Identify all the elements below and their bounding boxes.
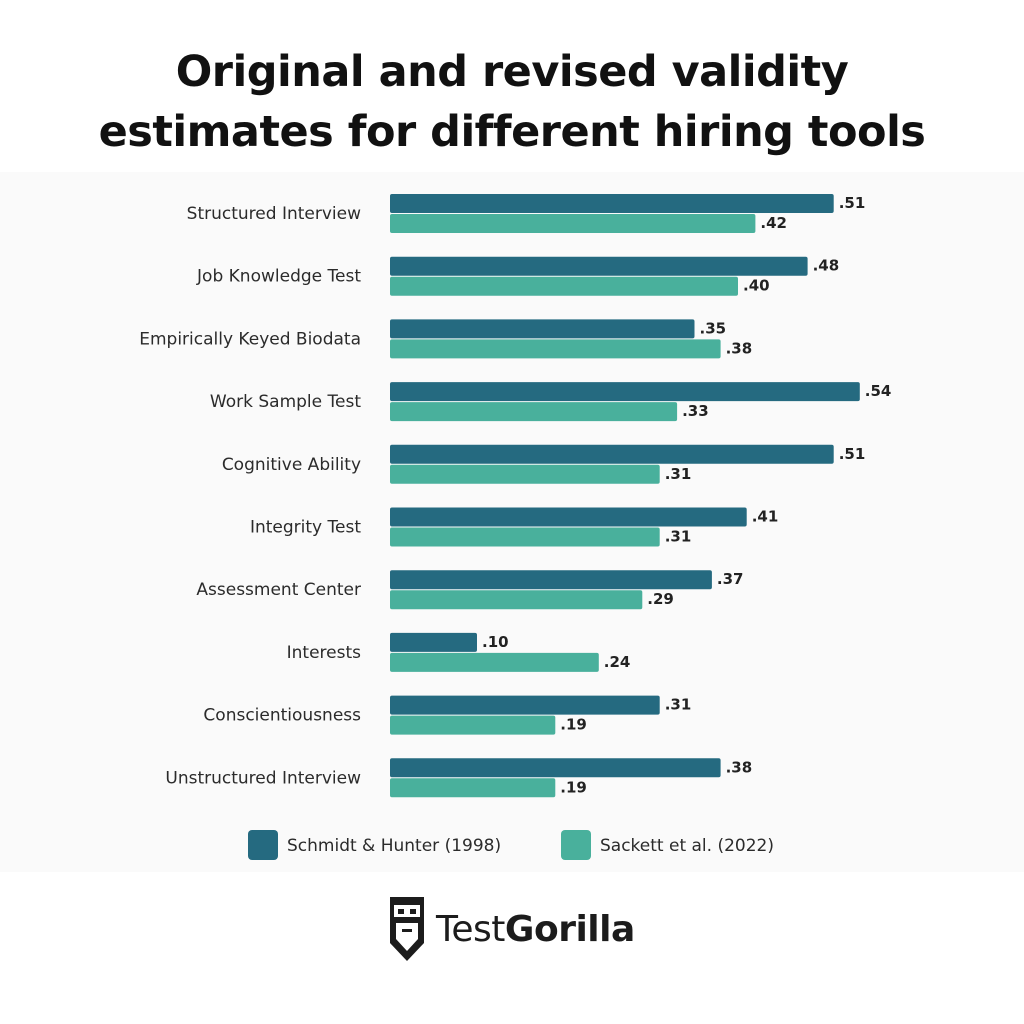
category-label-cognitive-ability: Cognitive Ability [222,455,361,475]
bar-schmidt-hunter-unstructured-interview [390,758,721,778]
category-label-integrity-test: Integrity Test [250,518,361,538]
value-label-schmidt-hunter-empirically-keyed-biodata: .35 [700,319,727,337]
category-label-assessment-center: Assessment Center [196,580,361,600]
value-label-sackett-assessment-center: .29 [647,590,674,608]
value-label-schmidt-hunter-conscientiousness: .31 [665,696,692,714]
value-label-sackett-interests: .24 [604,653,631,671]
gorilla-icon [390,897,424,961]
legend: Schmidt & Hunter (1998) Sackett et al. (… [248,830,774,860]
category-label-structured-interview: Structured Interview [187,204,361,224]
bar-schmidt-hunter-cognitive-ability [390,444,834,464]
bar-schmidt-hunter-interests [390,632,477,652]
value-label-schmidt-hunter-cognitive-ability: .51 [839,445,866,463]
value-label-sackett-integrity-test: .31 [665,528,692,546]
brand-logo: TestGorilla [386,893,635,965]
bars-layer: Structured Interview .51 .42 Job Knowledge … [139,194,892,798]
value-label-schmidt-hunter-unstructured-interview: .38 [726,758,753,776]
bar-schmidt-hunter-conscientiousness [390,695,660,715]
bar-sackett-integrity-test [390,527,660,547]
value-label-schmidt-hunter-interests: .10 [482,633,509,651]
bar-schmidt-hunter-structured-interview [390,194,834,213]
category-label-conscientiousness: Conscientiousness [203,706,361,726]
bar-sackett-work-sample-test [390,402,678,422]
bar-sackett-empirically-keyed-biodata [390,339,721,359]
bar-schmidt-hunter-integrity-test [390,507,747,527]
value-label-sackett-cognitive-ability: .31 [665,465,692,483]
chart-title-line-1: Original and revised validity [175,47,849,97]
bar-sackett-job-knowledge-test [390,276,738,296]
legend-swatch-sackett [561,830,591,860]
category-label-job-knowledge-test: Job Knowledge Test [196,267,361,287]
value-label-schmidt-hunter-assessment-center: .37 [717,570,744,588]
category-label-empirically-keyed-biodata: Empirically Keyed Biodata [139,329,361,349]
chart-title-line-2: estimates for different hiring tools [98,107,926,157]
value-label-sackett-work-sample-test: .33 [682,402,709,420]
legend-label-sackett: Sackett et al. (2022) [600,836,774,856]
value-label-sackett-structured-interview: .42 [760,214,787,232]
bar-schmidt-hunter-work-sample-test [390,382,860,402]
category-label-interests: Interests [287,643,362,663]
legend-swatch-schmidt-hunter [248,830,278,860]
bar-sackett-structured-interview [390,214,756,233]
category-label-work-sample-test: Work Sample Test [210,392,361,412]
bar-schmidt-hunter-assessment-center [390,570,712,590]
brand-name: TestGorilla [436,909,635,950]
chart-title: Original and revised validity estimates … [0,42,1024,162]
value-label-schmidt-hunter-integrity-test: .41 [752,508,779,526]
bar-sackett-unstructured-interview [390,778,556,798]
bar-sackett-conscientiousness [390,715,556,735]
brand-name-light: Test [436,908,505,950]
value-label-sackett-unstructured-interview: .19 [560,778,587,796]
bar-sackett-cognitive-ability [390,464,660,484]
value-label-schmidt-hunter-job-knowledge-test: .48 [813,257,840,275]
value-label-schmidt-hunter-work-sample-test: .54 [865,382,892,400]
bar-sackett-interests [390,652,599,672]
value-label-schmidt-hunter-structured-interview: .51 [839,194,866,212]
bar-schmidt-hunter-empirically-keyed-biodata [390,319,695,339]
bar-schmidt-hunter-job-knowledge-test [390,256,808,276]
legend-label-schmidt-hunter: Schmidt & Hunter (1998) [287,836,501,856]
bar-chart: Structured Interview .51 .42 Job Knowledge … [139,194,892,860]
value-label-sackett-empirically-keyed-biodata: .38 [726,339,753,357]
bar-sackett-assessment-center [390,590,643,610]
brand-name-bold: Gorilla [504,908,635,950]
value-label-sackett-conscientiousness: .19 [560,716,587,734]
value-label-sackett-job-knowledge-test: .40 [743,277,770,295]
category-label-unstructured-interview: Unstructured Interview [165,768,361,788]
